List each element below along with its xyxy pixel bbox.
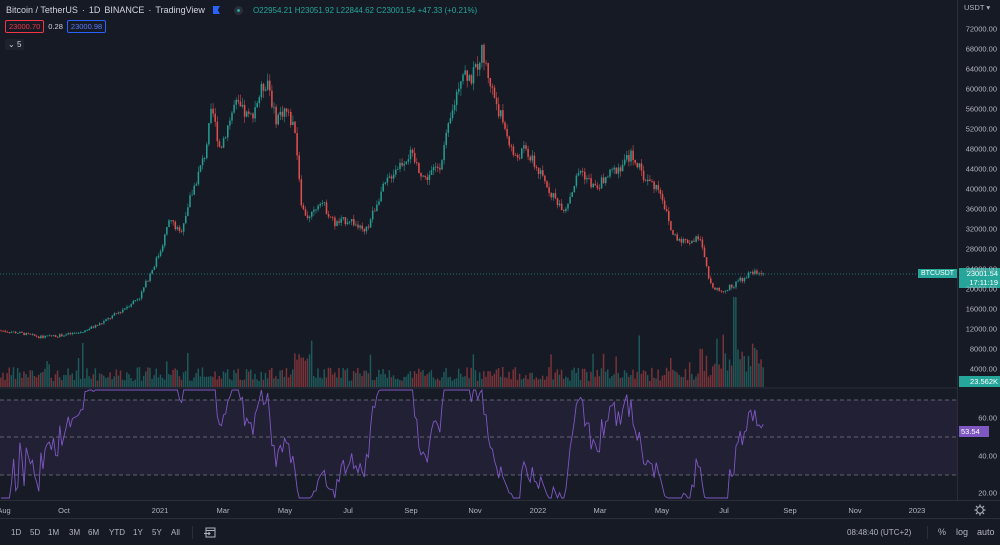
bar-countdown: 17:11:19 — [969, 278, 998, 287]
price-tick: 20000.00 — [965, 284, 997, 294]
interval-label: 1D — [88, 5, 101, 15]
range-button-5d[interactable]: 5D — [30, 528, 41, 537]
time-axis[interactable]: Aug Oct 2021 Mar May Jul Sep Nov 2022 Mar May Jul Se… — [0, 500, 1000, 519]
open-label: O — [252, 5, 260, 15]
price-tick: 44000.00 — [965, 164, 997, 174]
market-status-icon[interactable] — [233, 5, 243, 15]
percent-scale-button[interactable]: % — [938, 527, 947, 537]
open-value: 22954.21 — [259, 5, 293, 15]
close-value: 23001.54 — [382, 5, 416, 15]
range-button-1d[interactable]: 1D — [11, 528, 22, 537]
high-value: 23051.92 — [300, 5, 334, 15]
divider — [192, 526, 193, 539]
time-label: Jul — [343, 506, 353, 515]
divider — [927, 526, 928, 539]
close-label: C — [376, 5, 383, 15]
high-label: H — [294, 5, 301, 15]
range-button-6m[interactable]: 6M — [88, 528, 100, 537]
volume-badge: 23.562K — [959, 376, 1000, 387]
price-tick: 52000.00 — [965, 124, 997, 134]
time-label: Sep — [404, 506, 418, 515]
price-tick: 48000.00 — [965, 144, 997, 154]
price-tick: 28000.00 — [965, 244, 997, 254]
price-tick: 40000.00 — [965, 184, 997, 194]
separator: · — [148, 5, 152, 15]
price-tick: 56000.00 — [965, 104, 997, 114]
chevron-down-icon: ⌄ — [8, 40, 15, 49]
buy-button[interactable]: 23000.98 — [66, 20, 107, 33]
low-label: L — [336, 5, 341, 15]
range-button-all[interactable]: All — [171, 528, 180, 537]
flag-icon[interactable] — [212, 6, 220, 14]
rsi-badge: 53.54 — [959, 426, 989, 437]
range-button-1y[interactable]: 1Y — [133, 528, 143, 537]
symbol-legend: Bitcoin / TetherUS · 1D BINANCE · Tradin… — [6, 3, 477, 17]
time-label: Mar — [593, 506, 607, 515]
timezone-clock[interactable]: 08:48:40 (UTC+2) — [847, 528, 912, 537]
sell-button[interactable]: 23000.70 — [5, 20, 45, 33]
rsi-tick: 60.00 — [978, 413, 997, 423]
goto-date-icon[interactable] — [204, 526, 216, 538]
price-tick: 4000.00 — [969, 364, 997, 374]
symbol-title[interactable]: Bitcoin / TetherUS — [6, 5, 78, 15]
currency-select[interactable]: USDT ▾ — [964, 3, 991, 12]
price-tick: 32000.00 — [965, 224, 997, 234]
indicators-count: 5 — [16, 40, 22, 49]
time-label: Oct — [58, 506, 70, 515]
time-label: Aug — [0, 506, 11, 515]
price-tick: 60000.00 — [965, 84, 997, 94]
time-label: 2022 — [529, 506, 547, 515]
exchange-label: BINANCE — [104, 5, 145, 15]
ohlc-values: O22954.21 H23051.92 L22844.62 C23001.54 … — [253, 6, 477, 15]
time-label: Jul — [719, 506, 729, 515]
range-button-ytd[interactable]: YTD — [109, 528, 125, 537]
price-axis[interactable]: USDT ▾ 23001.54 17:11:19 23.562K 53.54 7… — [957, 0, 1000, 500]
time-label: Sep — [783, 506, 797, 515]
price-tick: 24000.00 — [965, 264, 997, 274]
change-value: +47.33 (+0.21%) — [417, 5, 478, 15]
time-label: May — [654, 506, 670, 515]
price-tick: 72000.00 — [965, 24, 997, 34]
range-button-5y[interactable]: 5Y — [152, 528, 162, 537]
symbol-price-tag: BTCUSDT — [918, 269, 958, 278]
time-label: 2023 — [908, 506, 926, 515]
spread-value: 0.28 — [48, 22, 63, 31]
last-price-badge: 23001.54 17:11:19 — [959, 268, 1000, 288]
price-tick: 12000.00 — [965, 324, 997, 334]
range-button-1m[interactable]: 1M — [48, 528, 60, 537]
indicators-toggle[interactable]: ⌄ 5 — [5, 39, 25, 50]
source-label: TradingView — [155, 5, 205, 15]
log-scale-button[interactable]: log — [956, 527, 969, 537]
price-tick: 36000.00 — [965, 204, 997, 214]
gear-icon[interactable] — [974, 504, 986, 516]
price-tick: 8000.00 — [969, 344, 997, 354]
range-button-3m[interactable]: 3M — [69, 528, 81, 537]
bid-ask-panel: 23000.70 0.28 23000.98 — [5, 20, 107, 33]
chart-canvas[interactable] — [0, 0, 957, 500]
time-label: Nov — [848, 506, 862, 515]
last-price: 23001.54 — [966, 269, 998, 278]
price-tick: 16000.00 — [965, 304, 997, 314]
time-label: Nov — [468, 506, 482, 515]
low-value: 22844.62 — [340, 5, 374, 15]
time-label: May — [277, 506, 293, 515]
time-label: Mar — [216, 506, 230, 515]
price-tick: 68000.00 — [965, 44, 997, 54]
rsi-tick: 40.00 — [978, 451, 997, 461]
separator: · — [81, 5, 85, 15]
auto-scale-button[interactable]: auto — [977, 527, 995, 537]
bottom-toolbar: 08:48:40 (UTC+2) % log auto 1D 5D 1M 3M 6M YT… — [0, 520, 1000, 545]
time-label: 2021 — [151, 506, 169, 515]
rsi-tick: 20.00 — [978, 488, 997, 498]
price-tick: 64000.00 — [965, 64, 997, 74]
